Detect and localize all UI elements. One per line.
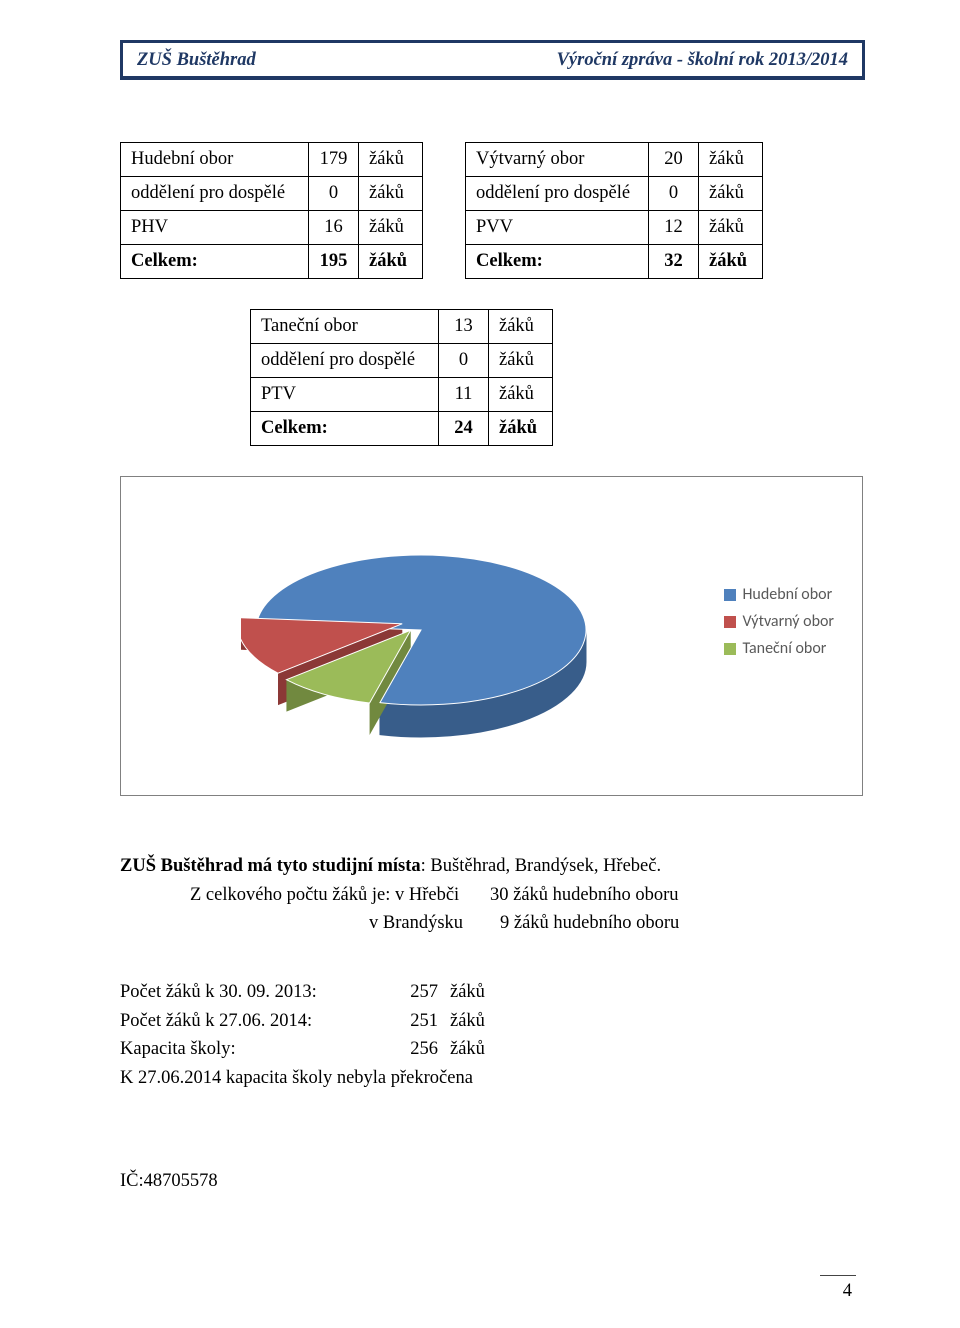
legend-item: Hudební obor	[724, 585, 834, 604]
cell: PTV	[251, 378, 439, 412]
cell: oddělení pro dospělé	[121, 177, 309, 211]
cell: PVV	[466, 211, 649, 245]
legend-swatch	[724, 616, 736, 628]
cell: oddělení pro dospělé	[466, 177, 649, 211]
cell: žáků	[359, 143, 423, 177]
pie-chart-svg	[241, 515, 601, 765]
legend-label: Hudební obor	[742, 585, 832, 604]
legend-swatch	[724, 643, 736, 655]
table-row: Hudební obor179žáků	[121, 143, 423, 177]
count-label: Počet žáků k 30. 09. 2013:	[120, 978, 380, 1007]
cell: žáků	[489, 344, 553, 378]
count-num: 256	[380, 1035, 450, 1064]
count-row: Počet žáků k 30. 09. 2013: 257 žáků	[120, 978, 865, 1007]
table-row-total: Celkem:32žáků	[466, 245, 763, 279]
header-left: ZUŠ Buštěhrad	[137, 50, 256, 71]
cell: 0	[439, 344, 489, 378]
cell: žáků	[359, 177, 423, 211]
legend-label: Výtvarný obor	[742, 612, 834, 631]
count-label: Počet žáků k 27.06. 2014:	[120, 1007, 380, 1036]
table-row: oddělení pro dospělé0žáků	[251, 344, 553, 378]
cell: žáků	[359, 245, 423, 279]
legend-item: Výtvarný obor	[724, 612, 834, 631]
cell: Taneční obor	[251, 310, 439, 344]
places-line2-right: 30 žáků hudebního oboru	[490, 881, 679, 910]
table-row: oddělení pro dospělé0žáků	[466, 177, 763, 211]
cell: žáků	[489, 412, 553, 446]
table-row: PHV16žáků	[121, 211, 423, 245]
cell: 24	[439, 412, 489, 446]
cell: oddělení pro dospělé	[251, 344, 439, 378]
cell: 179	[309, 143, 359, 177]
table-music: Hudební obor179žáků oddělení pro dospělé…	[120, 142, 423, 279]
cell: 12	[649, 211, 699, 245]
cell: žáků	[699, 143, 763, 177]
cell: žáků	[489, 310, 553, 344]
cell: žáků	[699, 211, 763, 245]
cell: 16	[309, 211, 359, 245]
study-places-paragraph: ZUŠ Buštěhrad má tyto studijní místa: Bu…	[120, 852, 865, 938]
chart-legend: Hudební obor Výtvarný obor Taneční obor	[724, 585, 834, 666]
count-row: Kapacita školy: 256 žáků	[120, 1035, 865, 1064]
table-row: PVV12žáků	[466, 211, 763, 245]
count-num: 257	[380, 978, 450, 1007]
page-header: ZUŠ Buštěhrad Výroční zpráva - školní ro…	[120, 40, 865, 80]
count-num: 251	[380, 1007, 450, 1036]
table-row-total: Celkem:24žáků	[251, 412, 553, 446]
pie-chart: Hudební obor Výtvarný obor Taneční obor	[120, 476, 863, 796]
places-lead: ZUŠ Buštěhrad má tyto studijní místa	[120, 856, 421, 876]
table-row: oddělení pro dospělé0žáků	[121, 177, 423, 211]
legend-label: Taneční obor	[742, 639, 826, 658]
places-line3-right: 9 žáků hudebního oboru	[490, 909, 679, 938]
cell: PHV	[121, 211, 309, 245]
count-unit: žáků	[450, 1035, 485, 1064]
table-row: Výtvarný obor20žáků	[466, 143, 763, 177]
count-unit: žáků	[450, 978, 485, 1007]
cell: Hudební obor	[121, 143, 309, 177]
count-unit: žáků	[450, 1007, 485, 1036]
cell: žáků	[489, 378, 553, 412]
tables-row-top: Hudební obor179žáků oddělení pro dospělé…	[120, 142, 865, 279]
cell: Výtvarný obor	[466, 143, 649, 177]
legend-swatch	[724, 589, 736, 601]
cell: 195	[309, 245, 359, 279]
page: ZUŠ Buštěhrad Výroční zpráva - školní ro…	[0, 0, 960, 1328]
cell: Celkem:	[466, 245, 649, 279]
table-row-total: Celkem:195žáků	[121, 245, 423, 279]
footer-ic: IČ:48705578	[120, 1171, 865, 1192]
cell: 32	[649, 245, 699, 279]
count-row: Počet žáků k 27.06. 2014: 251 žáků	[120, 1007, 865, 1036]
cell: 13	[439, 310, 489, 344]
student-counts-block: Počet žáků k 30. 09. 2013: 257 žáků Poče…	[120, 978, 865, 1093]
cell: 11	[439, 378, 489, 412]
header-right: Výroční zpráva - školní rok 2013/2014	[557, 50, 848, 71]
count-label: Kapacita školy:	[120, 1035, 380, 1064]
places-line3-left: v Brandýsku	[120, 909, 490, 938]
capacity-note: K 27.06.2014 kapacita školy nebyla překr…	[120, 1064, 865, 1093]
cell: 0	[309, 177, 359, 211]
cell: 20	[649, 143, 699, 177]
cell: žáků	[699, 177, 763, 211]
cell: Celkem:	[251, 412, 439, 446]
legend-item: Taneční obor	[724, 639, 834, 658]
table-dance: Taneční obor13žáků oddělení pro dospělé0…	[250, 309, 553, 446]
table-row: Taneční obor13žáků	[251, 310, 553, 344]
places-list: : Buštěhrad, Brandýsek, Hřebeč.	[421, 856, 661, 876]
page-number: 4	[843, 1281, 852, 1302]
table-row: PTV11žáků	[251, 378, 553, 412]
cell: Celkem:	[121, 245, 309, 279]
places-line2-left: Z celkového počtu žáků je: v Hřebči	[120, 881, 490, 910]
cell: žáků	[699, 245, 763, 279]
table-art: Výtvarný obor20žáků oddělení pro dospělé…	[465, 142, 763, 279]
cell: žáků	[359, 211, 423, 245]
cell: 0	[649, 177, 699, 211]
